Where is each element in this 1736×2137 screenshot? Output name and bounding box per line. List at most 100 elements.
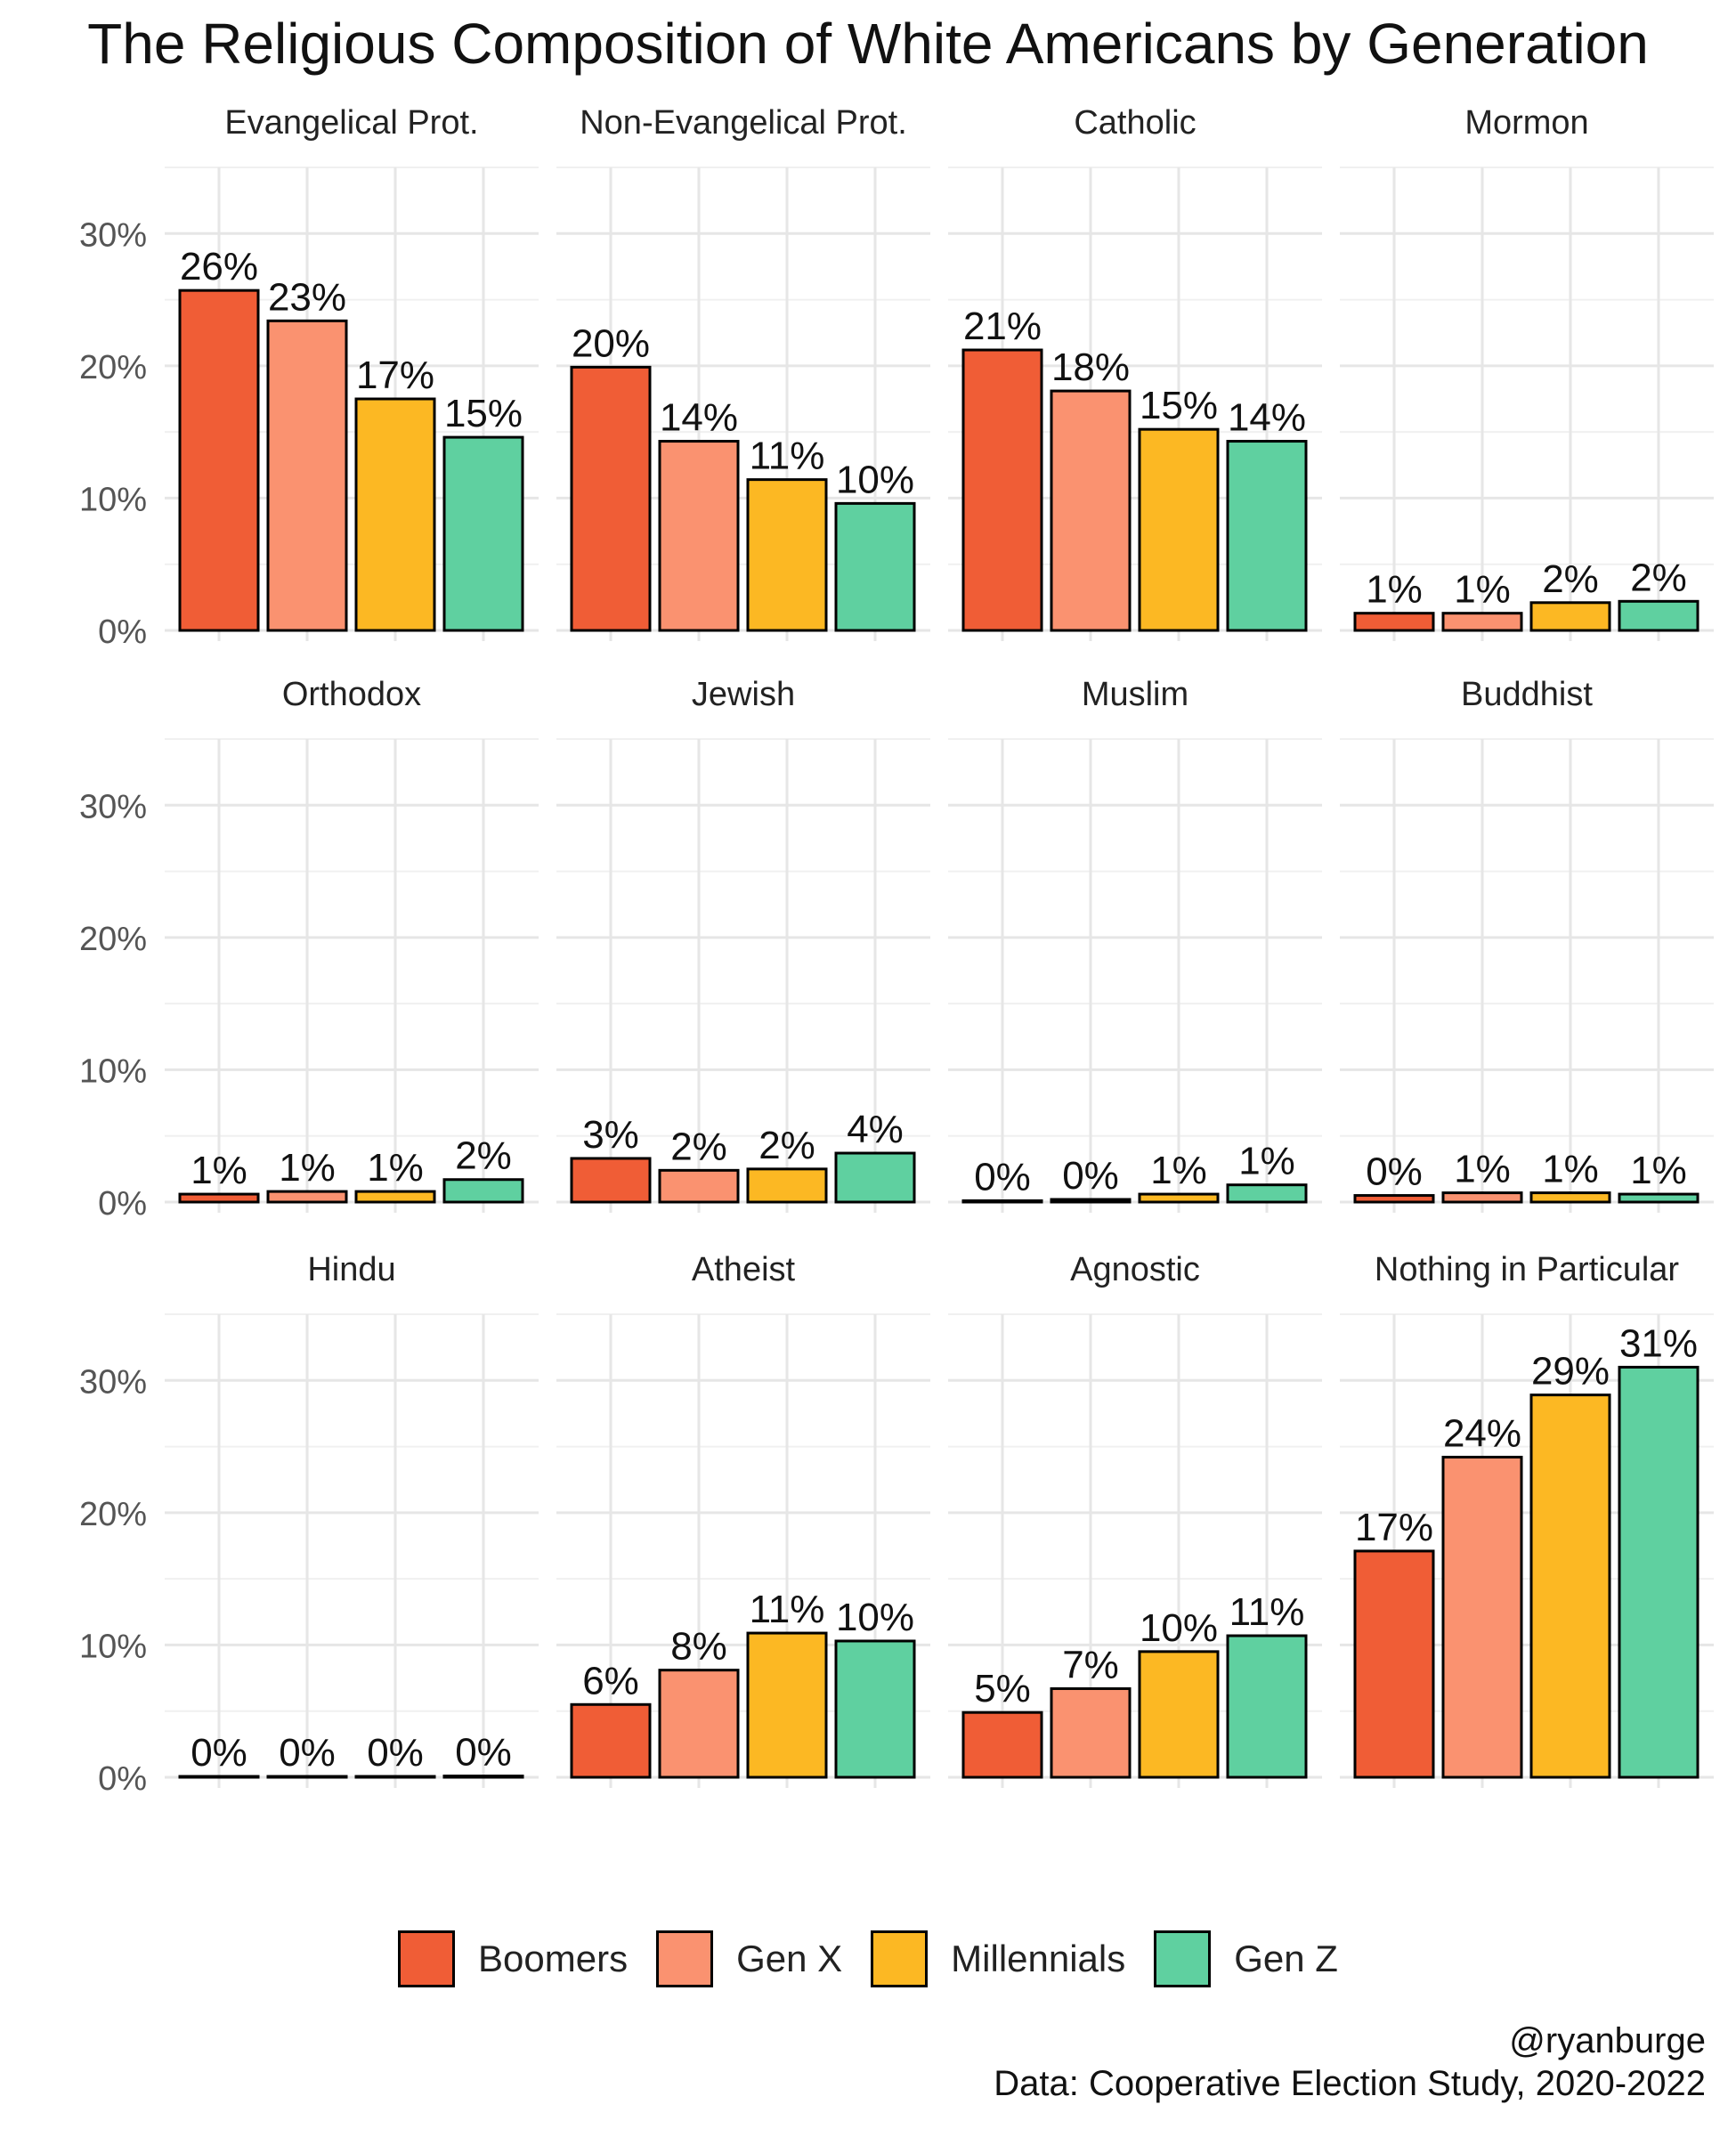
legend-swatch: [656, 1930, 714, 1987]
bar: [1353, 612, 1435, 632]
y-tick-label: 10%: [79, 481, 147, 518]
bar: [834, 1151, 916, 1204]
caption-handle: @ryanburge: [1509, 2021, 1706, 2060]
y-tick-label: 0%: [98, 613, 147, 651]
bar: [1138, 1650, 1220, 1779]
facet-panel: Agnostic 5% 7% 10% 11%: [948, 1251, 1322, 1788]
bar: [354, 1190, 436, 1204]
bar: [1529, 1394, 1611, 1779]
data-label: 10%: [836, 1596, 914, 1639]
bar: [1441, 1455, 1523, 1779]
facet-panel: Muslim 0% 0% 1% 1%: [948, 676, 1322, 1213]
data-label: 21%: [963, 305, 1042, 348]
bar: [1050, 389, 1132, 632]
facet-panel: Orthodox 1% 1% 1% 2% 0% 10% 20% 30%: [79, 676, 539, 1223]
data-label: 17%: [356, 353, 434, 397]
facet-label: Jewish: [692, 676, 795, 713]
facet-panel: Non-Evangelical Prot. 20%14% 11% 10%: [556, 104, 930, 641]
bar: [1618, 1365, 1699, 1779]
legend-label: Gen X: [736, 1938, 843, 1979]
bar: [442, 1775, 524, 1779]
bar: [1441, 612, 1523, 632]
facet-panel: Buddhist 0% 1% 1% 1%: [1340, 676, 1714, 1213]
bar: [834, 501, 916, 632]
bar: [354, 1775, 436, 1779]
data-label: 8%: [670, 1625, 727, 1669]
data-label: 0%: [455, 1731, 512, 1775]
data-label: 1%: [1454, 568, 1511, 612]
y-tick-label: 20%: [79, 1496, 147, 1533]
data-label: 2%: [1542, 557, 1599, 601]
data-label: 6%: [582, 1659, 639, 1702]
data-label: 31%: [1619, 1321, 1698, 1365]
bar: [746, 1167, 828, 1204]
legend-swatch: [398, 1930, 456, 1987]
data-label: 1%: [1366, 568, 1423, 612]
bar: [1529, 1191, 1611, 1204]
bar: [1226, 1634, 1308, 1779]
facet-panel: Atheist 6% 8% 11% 10%: [556, 1251, 930, 1788]
data-label: 18%: [1051, 345, 1130, 389]
legend-swatch: [871, 1930, 929, 1987]
facet-label: Agnostic: [1070, 1251, 1200, 1288]
bar: [961, 348, 1043, 632]
facet-label: Nothing in Particular: [1375, 1251, 1680, 1288]
bar: [961, 1199, 1043, 1204]
bar: [1226, 440, 1308, 632]
data-label: 14%: [660, 396, 738, 440]
data-label: 1%: [1630, 1149, 1687, 1192]
facet-label: Orthodox: [282, 676, 421, 713]
bar: [1353, 1549, 1435, 1779]
data-label: 24%: [1443, 1411, 1521, 1455]
facet-panel: Nothing in Particular 17% 24%29%31%: [1340, 1251, 1714, 1788]
legend-item: Gen Z: [1154, 1930, 1338, 1987]
bar: [1618, 1192, 1699, 1204]
legend-label: Millennials: [951, 1938, 1126, 1979]
data-label: 5%: [974, 1667, 1031, 1710]
bar: [746, 1631, 828, 1779]
bar: [570, 1157, 652, 1204]
y-tick-label: 0%: [98, 1760, 147, 1798]
legend-item: Boomers: [398, 1930, 628, 1987]
data-label: 0%: [191, 1731, 247, 1775]
bar: [354, 397, 436, 632]
data-label: 1%: [1150, 1149, 1207, 1192]
legend: Boomers Gen X Millennials Gen Z: [0, 1923, 1736, 1995]
data-label: 11%: [750, 1588, 825, 1631]
bar: [570, 1702, 652, 1779]
bar: [266, 1775, 348, 1779]
facet-panel: Mormon 1% 1% 2% 2%: [1340, 104, 1714, 641]
data-label: 10%: [836, 458, 914, 501]
bar: [1353, 1194, 1435, 1204]
bar: [1618, 599, 1699, 632]
data-label: 1%: [1542, 1148, 1599, 1191]
bar: [658, 440, 740, 632]
data-label: 0%: [1062, 1154, 1119, 1198]
bar: [178, 1192, 260, 1204]
bar: [658, 1669, 740, 1779]
bar: [1138, 427, 1220, 632]
data-label: 14%: [1228, 396, 1306, 440]
data-label: 10%: [1140, 1606, 1218, 1650]
facet-label: Hindu: [307, 1251, 395, 1288]
facet-label: Atheist: [692, 1251, 796, 1288]
data-label: 1%: [367, 1146, 424, 1190]
facet-panel: Catholic 21%18%15% 14%: [948, 104, 1322, 641]
data-label: 0%: [279, 1731, 336, 1775]
bar: [1226, 1183, 1308, 1204]
data-label: 1%: [1238, 1140, 1295, 1183]
bar: [1441, 1191, 1523, 1204]
bar: [1138, 1192, 1220, 1204]
data-label: 15%: [1140, 384, 1218, 427]
facet-label: Non-Evangelical Prot.: [580, 104, 907, 142]
caption-source: Data: Cooperative Election Study, 2020-2…: [994, 2064, 1706, 2103]
facet-panel: Evangelical Prot. 26%23%17%15% 0% 10% 20% 30%: [79, 104, 539, 651]
bar: [961, 1710, 1043, 1779]
data-label: 17%: [1355, 1506, 1433, 1549]
bar: [570, 365, 652, 632]
bar: [442, 435, 524, 632]
data-label: 20%: [572, 321, 650, 365]
data-label: 1%: [191, 1149, 247, 1192]
data-label: 15%: [444, 392, 523, 435]
